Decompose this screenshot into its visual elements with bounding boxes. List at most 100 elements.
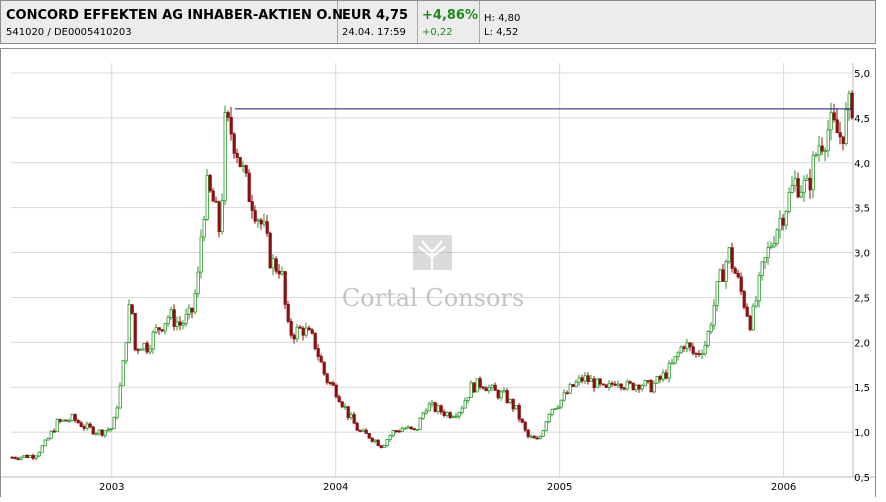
candle-up: [49, 430, 53, 439]
security-ids: 541020 / DE0005410203: [6, 27, 132, 38]
candle-up: [112, 416, 116, 429]
candle-up: [187, 307, 191, 315]
y-tick-label: 2,5: [854, 293, 870, 304]
candle-down: [100, 429, 104, 436]
candle-up: [643, 380, 647, 387]
candles: [10, 90, 854, 461]
candle-up: [685, 342, 689, 349]
candle-up: [760, 261, 764, 276]
candle-up: [19, 456, 23, 460]
candle-down: [265, 221, 269, 234]
candle-up: [667, 362, 671, 379]
candle-down: [721, 269, 725, 282]
candle-up: [595, 378, 599, 389]
candle-up: [406, 426, 410, 429]
candle-up: [577, 377, 581, 383]
x-tick-label: 2005: [547, 482, 572, 493]
candle-up: [679, 346, 683, 354]
candle-down: [157, 327, 161, 330]
candle-up: [541, 430, 545, 437]
candle-down: [10, 456, 14, 459]
candle-down: [526, 429, 530, 437]
candle-down: [307, 327, 311, 331]
candle-up: [241, 165, 245, 168]
candle-down: [730, 247, 734, 269]
wkn: 541020: [6, 27, 45, 38]
candle-down: [571, 384, 575, 387]
candle-down: [586, 375, 590, 382]
candle-down: [748, 315, 752, 331]
candle-down: [610, 382, 614, 385]
candle-down: [631, 382, 635, 391]
candle-down: [520, 418, 524, 423]
candle-up: [469, 382, 473, 399]
y-tick-label: 3,0: [854, 249, 870, 260]
candle-up: [205, 175, 209, 220]
candle-up: [454, 415, 458, 418]
candle-up: [670, 362, 674, 365]
candle-down: [64, 419, 68, 422]
candle-down: [745, 306, 749, 317]
candle-down: [298, 326, 302, 329]
chart-grid: [1, 63, 875, 478]
candle-down: [310, 329, 314, 334]
candle-up: [37, 451, 41, 457]
candle-up: [574, 381, 578, 387]
candle-up: [568, 384, 572, 394]
candle-up: [67, 420, 71, 422]
candle-down: [88, 423, 92, 428]
candle-up: [424, 410, 428, 414]
candle-down: [319, 356, 323, 363]
candle-up: [508, 399, 512, 404]
candle-up: [616, 383, 620, 386]
candle-up: [607, 382, 611, 388]
y-tick-label: 3,5: [854, 204, 870, 215]
candle-up: [847, 92, 851, 111]
candle-up: [661, 372, 665, 380]
quote-header: CONCORD EFFEKTEN AG INHABER-AKTIEN O.N. …: [0, 0, 876, 44]
candle-down: [808, 177, 812, 191]
candle-up: [559, 399, 563, 408]
candle-down: [820, 145, 824, 152]
candle-up: [556, 406, 560, 410]
day-low: L: 4,52: [484, 27, 519, 38]
candle-up: [223, 112, 227, 202]
candle-down: [232, 133, 236, 154]
candle-down: [340, 401, 344, 408]
price-chart: Cortal Consors 0,5 1,0 1,5 2,0 2,5 3,0 3,5 4,0 4…: [1, 63, 875, 493]
candle-up: [193, 293, 197, 313]
day-high: H: 4,80: [484, 13, 521, 24]
candle-up: [826, 129, 830, 152]
candle-up: [751, 305, 755, 331]
candle-down: [358, 429, 362, 432]
candle-up: [343, 406, 347, 408]
y-tick-label: 0,5: [854, 473, 870, 484]
candle-up: [709, 324, 713, 333]
candle-up: [703, 344, 707, 355]
candle-down: [58, 419, 62, 422]
y-tick-label: 2,0: [854, 338, 870, 349]
candle-up: [802, 179, 806, 193]
candle-down: [91, 426, 95, 435]
candle-down: [160, 329, 164, 332]
candle-down: [52, 430, 56, 433]
candle-up: [823, 150, 827, 153]
candle-down: [136, 349, 140, 351]
candle-up: [727, 247, 731, 262]
candle-down: [481, 386, 485, 389]
candle-down: [439, 405, 443, 413]
candle-up: [763, 257, 767, 263]
candle-up: [115, 407, 119, 418]
candle-down: [322, 361, 326, 375]
candle-down: [145, 342, 149, 353]
x-tick-label: 2003: [99, 482, 124, 493]
candle-up: [529, 435, 533, 438]
candle-up: [589, 378, 593, 382]
candle-up: [583, 375, 587, 382]
candle-up: [385, 439, 389, 446]
candle-down: [289, 321, 293, 336]
candle-up: [109, 428, 113, 430]
candle-up: [457, 412, 461, 417]
candle-down: [277, 270, 281, 275]
candle-up: [271, 258, 275, 269]
